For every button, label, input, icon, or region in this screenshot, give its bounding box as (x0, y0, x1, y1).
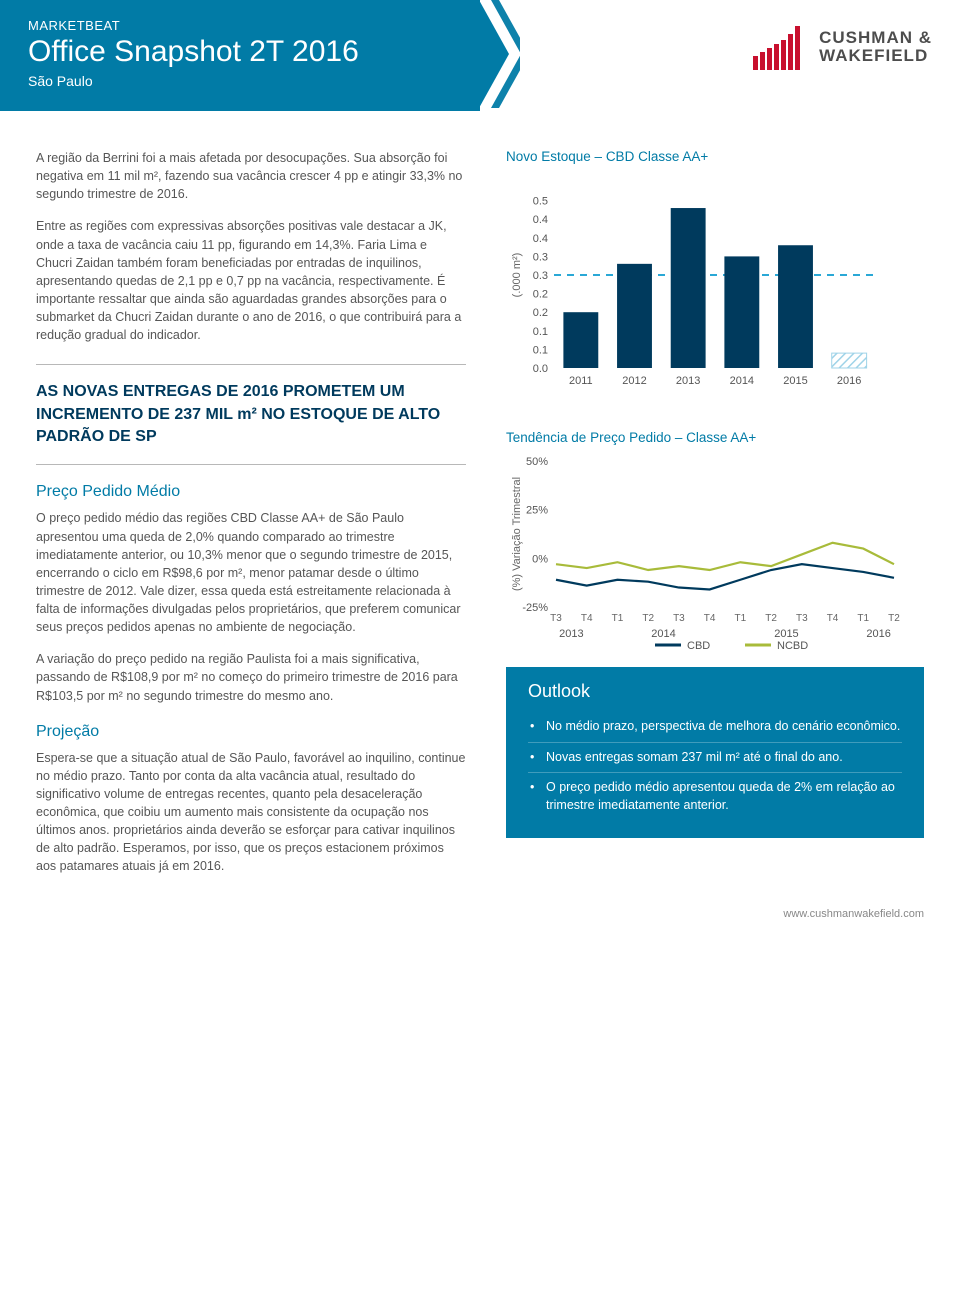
paragraph-3: O preço pedido médio das regiões CBD Cla… (36, 509, 466, 636)
outlook-item: Novas entregas somam 237 mil m² até o fi… (528, 742, 902, 773)
svg-text:0.2: 0.2 (533, 289, 548, 301)
svg-text:0.1: 0.1 (533, 326, 548, 338)
svg-text:T3: T3 (550, 613, 562, 624)
svg-text:(.000 m²): (.000 m²) (511, 253, 523, 298)
svg-text:2016: 2016 (866, 628, 890, 640)
svg-text:T2: T2 (888, 613, 900, 624)
line-chart-title: Tendência de Preço Pedido – Classe AA+ (506, 430, 924, 445)
report-location: São Paulo (28, 73, 452, 89)
right-column: Novo Estoque – CBD Classe AA+ 0.00.10.10… (506, 149, 924, 890)
chevron-decor (480, 0, 520, 108)
header: MARKETBEAT Office Snapshot 2T 2016 São P… (0, 0, 960, 111)
svg-text:T2: T2 (765, 613, 777, 624)
svg-text:2014: 2014 (730, 375, 754, 387)
outlook-item: O preço pedido médio apresentou queda de… (528, 772, 902, 820)
svg-text:T3: T3 (673, 613, 685, 624)
svg-text:2015: 2015 (774, 628, 798, 640)
outlook-heading: Outlook (528, 681, 902, 702)
svg-text:50%: 50% (526, 456, 548, 468)
outlook-list: No médio prazo, perspectiva de melhora d… (528, 712, 902, 820)
tagline: MARKETBEAT (28, 18, 452, 33)
svg-text:0.1: 0.1 (533, 344, 548, 356)
svg-text:2013: 2013 (559, 628, 583, 640)
svg-text:2011: 2011 (569, 375, 593, 387)
brand-line1: CUSHMAN & (819, 29, 932, 47)
projection-heading: Projeção (36, 723, 466, 741)
svg-text:2016: 2016 (837, 375, 861, 387)
bar-chart-title: Novo Estoque – CBD Classe AA+ (506, 149, 924, 164)
paragraph-2: Entre as regiões com expressivas absorçõ… (36, 217, 466, 344)
svg-text:T1: T1 (612, 613, 624, 624)
svg-text:2013: 2013 (676, 375, 700, 387)
paragraph-1: A região da Berrini foi a mais afetada p… (36, 149, 466, 203)
svg-text:25%: 25% (526, 505, 548, 517)
bar-chart: 0.0 0.1 0.1 0.2 0.2 0.3 0.3 0.4 0.4 0.5 (.000 m²) 2… (506, 174, 924, 404)
svg-text:T3: T3 (796, 613, 808, 624)
svg-text:0.2: 0.2 (533, 307, 548, 319)
pullout-text: AS NOVAS ENTREGAS DE 2016 PROMETEM UM IN… (36, 381, 466, 448)
paragraph-5: Espera-se que a situação atual de São Pa… (36, 749, 466, 876)
left-column: A região da Berrini foi a mais afetada p… (36, 149, 466, 890)
svg-text:0%: 0% (532, 553, 548, 565)
pullout-box: AS NOVAS ENTREGAS DE 2016 PROMETEM UM IN… (36, 364, 466, 465)
svg-text:2014: 2014 (651, 628, 675, 640)
svg-text:0.5: 0.5 (533, 196, 548, 208)
line-chart: -25% 0% 25% 50%(%) Variação Trimestral T3 T4 T… (506, 455, 924, 655)
paragraph-4: A variação do preço pedido na região Pau… (36, 650, 466, 704)
svg-text:(%) Variação Trimestral: (%) Variação Trimestral (511, 477, 523, 591)
svg-text:T1: T1 (735, 613, 747, 624)
svg-text:T4: T4 (827, 613, 839, 624)
footer-url: www.cushmanwakefield.com (0, 890, 960, 942)
price-heading: Preço Pedido Médio (36, 483, 466, 501)
svg-text:-25%: -25% (522, 602, 548, 614)
svg-text:CBD: CBD (687, 640, 710, 652)
outlook-item: No médio prazo, perspectiva de melhora d… (528, 712, 902, 742)
svg-text:T1: T1 (857, 613, 869, 624)
svg-text:T4: T4 (704, 613, 716, 624)
brand-bars-icon (751, 24, 807, 70)
outlook-box: Outlook No médio prazo, perspectiva de m… (506, 667, 924, 838)
report-title: Office Snapshot 2T 2016 (28, 35, 452, 69)
brand-name: CUSHMAN & WAKEFIELD (819, 29, 932, 65)
svg-text:T2: T2 (642, 613, 654, 624)
brand-line2: WAKEFIELD (819, 47, 932, 65)
svg-text:0.3: 0.3 (533, 270, 548, 282)
title-band: MARKETBEAT Office Snapshot 2T 2016 São P… (0, 0, 480, 111)
svg-text:0.0: 0.0 (533, 363, 548, 375)
svg-text:0.3: 0.3 (533, 251, 548, 263)
svg-text:NCBD: NCBD (777, 640, 808, 652)
svg-text:T4: T4 (581, 613, 593, 624)
svg-text:2012: 2012 (622, 375, 646, 387)
brand-logo: CUSHMAN & WAKEFIELD (751, 0, 932, 70)
svg-text:0.4: 0.4 (533, 233, 548, 245)
svg-text:2015: 2015 (783, 375, 807, 387)
svg-text:0.4: 0.4 (533, 214, 548, 226)
